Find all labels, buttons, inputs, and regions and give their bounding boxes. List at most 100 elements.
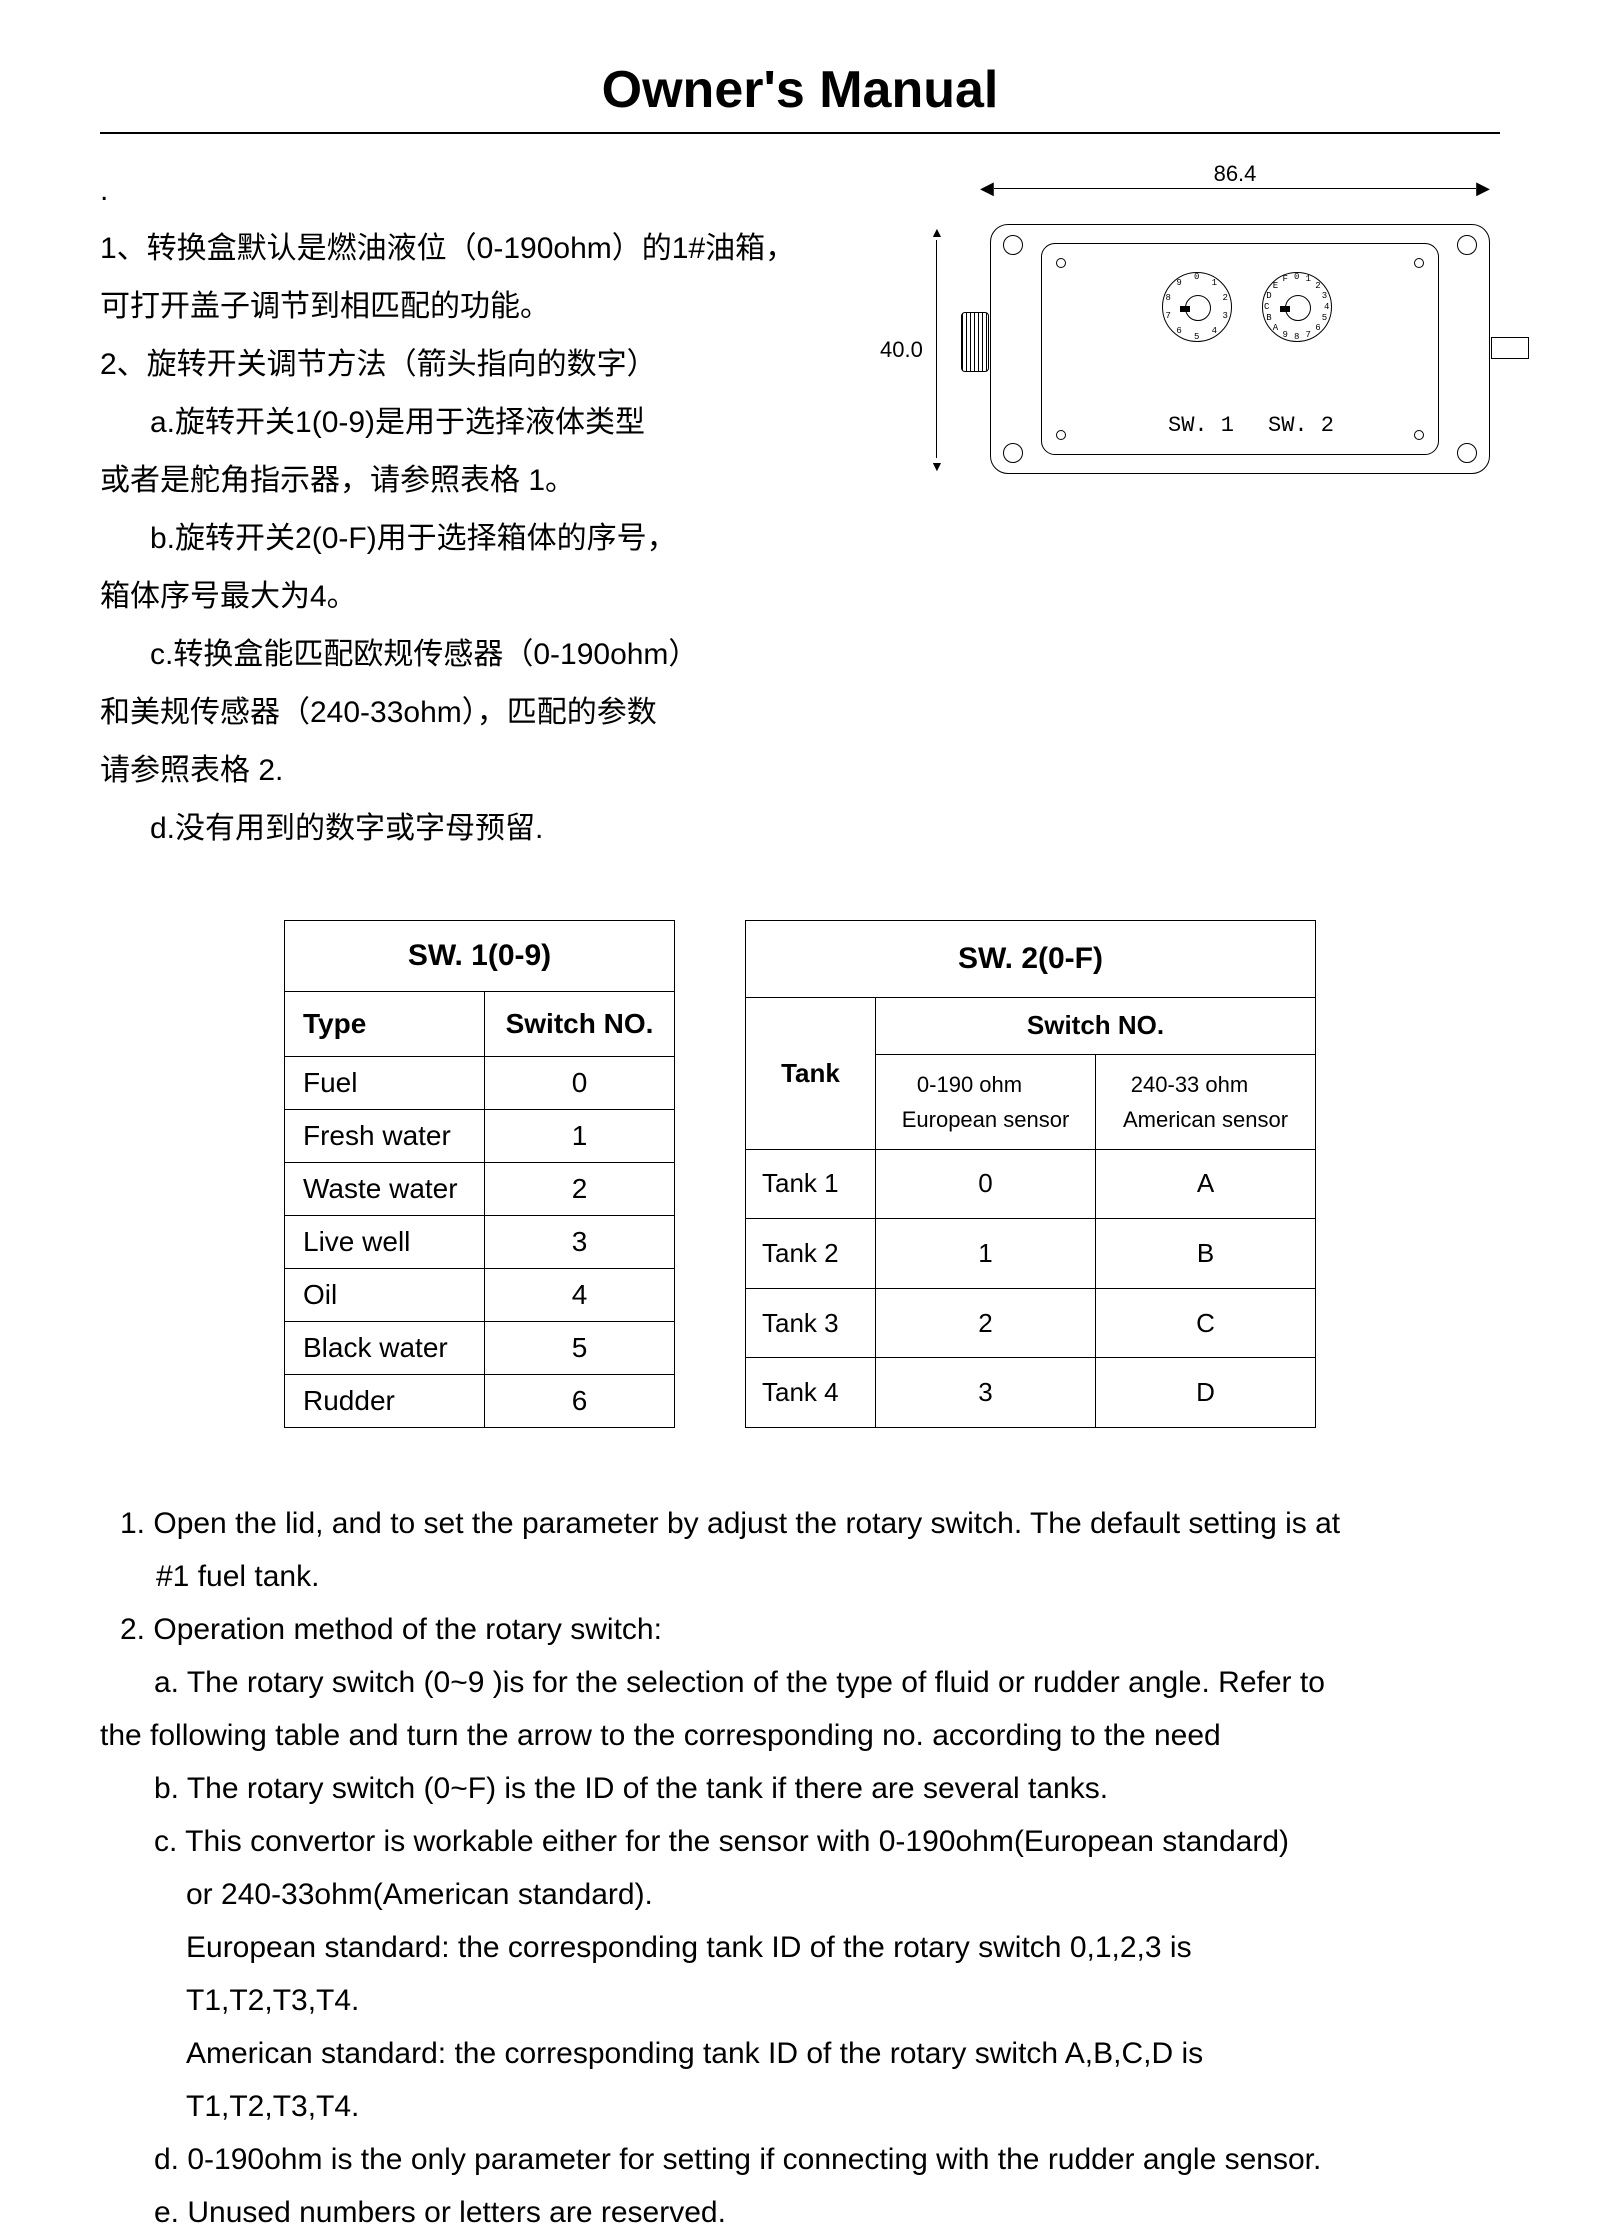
table-sw1-col-switch: Switch NO.: [485, 992, 675, 1057]
rotary-tick-label: 6: [1176, 326, 1181, 336]
rotary-tick-label: D: [1266, 291, 1271, 301]
text-line: American standard: the corresponding tan…: [100, 2028, 1500, 2079]
rotary-tick-label: 7: [1165, 311, 1170, 321]
table-row: Tank 43D: [746, 1358, 1316, 1428]
text-line: e. Unused numbers or letters are reserve…: [100, 2187, 1500, 2238]
arrow-right-icon: ▶: [1476, 178, 1490, 199]
text-line: 1. Open the lid, and to set the paramete…: [100, 1498, 1500, 1549]
table-sw2-col-tank: Tank: [746, 998, 876, 1150]
text-line: c.转换盒能匹配欧规传感器（0-190ohm）: [100, 628, 860, 682]
cell-type: Oil: [285, 1269, 485, 1322]
table-sw2-title: SW. 2(0-F): [746, 921, 1316, 998]
title-divider: [100, 132, 1500, 134]
cell-eu: 0: [876, 1149, 1096, 1219]
cell-switch-no: 3: [485, 1216, 675, 1269]
screw-hole-icon: [1056, 430, 1066, 440]
rotary-switch-2: 0123456789ABCDEF: [1262, 272, 1332, 342]
cell-eu: 3: [876, 1358, 1096, 1428]
screw-hole-icon: [1414, 258, 1424, 268]
screw-hole-icon: [1056, 258, 1066, 268]
cell-switch-no: 4: [485, 1269, 675, 1322]
text-line: d. 0-190ohm is the only parameter for se…: [100, 2134, 1500, 2185]
table-sw2-col-switch: Switch NO.: [876, 998, 1316, 1055]
rotary-tick-label: F: [1283, 274, 1288, 284]
connector-left-icon: [961, 312, 989, 372]
text-line: 请参照表格 2.: [100, 744, 860, 798]
rotary-tick-label: 9: [1176, 278, 1181, 288]
cell-switch-no: 6: [485, 1375, 675, 1428]
device-diagram: ◀ 86.4 ▶ ▲ 40.0 ▼ 0123456789: [900, 184, 1500, 484]
text-line: a.旋转开关1(0-9)是用于选择液体类型: [100, 396, 860, 450]
table-row: Tank 21B: [746, 1219, 1316, 1289]
mount-hole-icon: [1003, 443, 1023, 463]
cell-us: A: [1096, 1149, 1316, 1219]
switch-1-label: SW. 1: [1168, 413, 1234, 438]
text-line: .: [100, 164, 860, 218]
text-line: 可打开盖子调节到相匹配的功能。: [100, 280, 860, 334]
upper-section: . 1、转换盒默认是燃油液位（0-190ohm）的1#油箱， 可打开盖子调节到相…: [100, 164, 1500, 860]
cell-type: Waste water: [285, 1163, 485, 1216]
rotary-tick-label: 0: [1194, 272, 1199, 282]
cell-us: B: [1096, 1219, 1316, 1289]
cell-eu: 2: [876, 1288, 1096, 1358]
rotary-tick-label: 5: [1322, 313, 1327, 323]
english-instructions: 1. Open the lid, and to set the paramete…: [100, 1498, 1500, 2238]
text-line: b.旋转开关2(0-F)用于选择箱体的序号，: [100, 512, 860, 566]
cell-tank: Tank 3: [746, 1288, 876, 1358]
rotary-knob-icon: [1185, 295, 1211, 321]
rotary-tick-label: 0: [1294, 272, 1299, 282]
screw-hole-icon: [1414, 430, 1424, 440]
rotary-tick-label: E: [1273, 281, 1278, 291]
page-title: Owner's Manual: [100, 60, 1500, 120]
rotary-tick-label: 3: [1322, 291, 1327, 301]
text-line: 和美规传感器（240-33ohm），匹配的参数: [100, 686, 860, 740]
arrow-up-icon: ▲: [930, 224, 944, 240]
text-line: 或者是舵角指示器，请参照表格 1。: [100, 454, 860, 508]
mount-hole-icon: [1003, 235, 1023, 255]
tables-container: SW. 1(0-9) Type Switch NO. Fuel0Fresh wa…: [100, 920, 1500, 1428]
inner-panel: 0123456789 0123456789ABCDEF SW. 1 SW. 2: [1041, 243, 1439, 455]
table-sw2-sub-us: 240-33 ohmAmerican sensor: [1096, 1054, 1316, 1149]
cell-type: Rudder: [285, 1375, 485, 1428]
cell-tank: Tank 4: [746, 1358, 876, 1428]
text-line: d.没有用到的数字或字母预留.: [100, 802, 860, 856]
table-sw1-col-type: Type: [285, 992, 485, 1057]
table-sw1: SW. 1(0-9) Type Switch NO. Fuel0Fresh wa…: [284, 920, 675, 1428]
cell-type: Live well: [285, 1216, 485, 1269]
rotary-tick-label: 8: [1165, 293, 1170, 303]
text-line: 2、旋转开关调节方法（箭头指向的数字）: [100, 338, 860, 392]
table-row: Fuel0: [285, 1057, 675, 1110]
rotary-tick-label: 8: [1294, 332, 1299, 342]
cell-switch-no: 2: [485, 1163, 675, 1216]
text-line: c. This convertor is workable either for…: [100, 1816, 1500, 1867]
rotary-tick-label: C: [1264, 302, 1269, 312]
cell-tank: Tank 2: [746, 1219, 876, 1289]
text-line: #1 fuel tank.: [100, 1551, 1500, 1602]
rotary-tick-label: A: [1273, 323, 1278, 333]
arrow-left-icon: ◀: [980, 178, 994, 199]
table-row: Oil4: [285, 1269, 675, 1322]
rotary-tick-label: 2: [1223, 293, 1228, 303]
table-row: Black water5: [285, 1322, 675, 1375]
connector-right-icon: [1491, 337, 1529, 359]
rotary-tick-label: 1: [1305, 274, 1310, 284]
cell-us: D: [1096, 1358, 1316, 1428]
cell-switch-no: 5: [485, 1322, 675, 1375]
rotary-tick-label: 4: [1324, 302, 1329, 312]
chinese-instructions: . 1、转换盒默认是燃油液位（0-190ohm）的1#油箱， 可打开盖子调节到相…: [100, 164, 860, 860]
table-row: Rudder6: [285, 1375, 675, 1428]
dimension-height: ▲ 40.0 ▼: [930, 224, 944, 474]
rotary-tick-label: 4: [1212, 326, 1217, 336]
rotary-tick-label: 6: [1315, 323, 1320, 333]
text-line: 箱体序号最大为4。: [100, 570, 860, 624]
rotary-tick-label: 1: [1212, 278, 1217, 288]
table-row: Tank 10A: [746, 1149, 1316, 1219]
device-body: 0123456789 0123456789ABCDEF SW. 1 SW. 2: [990, 224, 1490, 474]
rotary-switch-1: 0123456789: [1162, 272, 1232, 342]
mount-hole-icon: [1457, 443, 1477, 463]
text-line: European standard: the corresponding tan…: [100, 1922, 1500, 1973]
cell-type: Fresh water: [285, 1110, 485, 1163]
cell-us: C: [1096, 1288, 1316, 1358]
text-line: or 240-33ohm(American standard).: [100, 1869, 1500, 1920]
rotary-tick-label: 9: [1283, 330, 1288, 340]
